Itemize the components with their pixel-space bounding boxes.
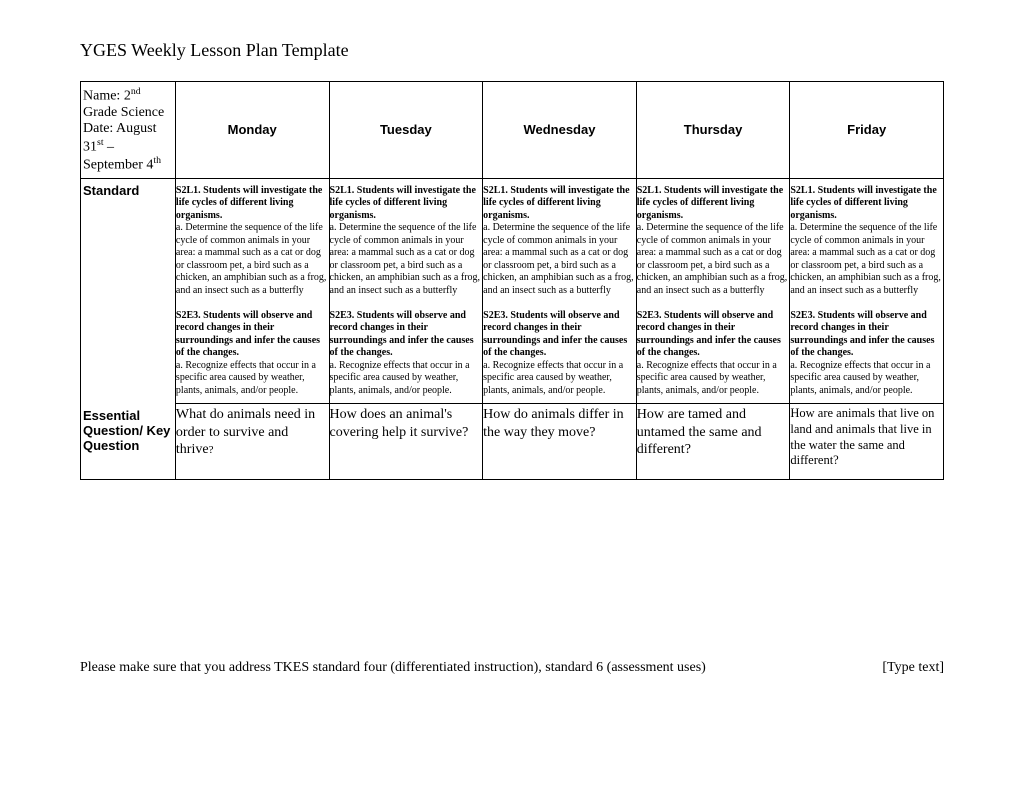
s2l1-bold: S2L1. Students will investigate the life… <box>330 185 476 221</box>
standard-row: Standard S2L1. Students will investigate… <box>81 178 944 404</box>
s2e3-detail: a. Recognize effects that occur in a spe… <box>790 360 930 396</box>
eq-thu: How are tamed and untamed the same and d… <box>636 404 790 480</box>
day-header-tue: Tuesday <box>329 82 483 179</box>
page-title: YGES Weekly Lesson Plan Template <box>80 40 944 61</box>
standard-wed: S2L1. Students will investigate the life… <box>483 178 637 404</box>
day-header-mon: Monday <box>175 82 329 179</box>
s2e3-bold: S2E3. Students will observe and record c… <box>330 310 474 359</box>
s2e3-bold: S2E3. Students will observe and record c… <box>483 310 627 359</box>
s2l1-detail: a. Determine the sequence of the life cy… <box>637 222 788 296</box>
eq-label: Essential Question/ Key Question <box>81 404 176 480</box>
standard-tue: S2L1. Students will investigate the life… <box>329 178 483 404</box>
day-header-wed: Wednesday <box>483 82 637 179</box>
s2l1-detail: a. Determine the sequence of the life cy… <box>790 222 941 296</box>
lesson-plan-table: Name: 2nd Grade Science Date: August 31s… <box>80 81 944 480</box>
standard-label: Standard <box>81 178 176 404</box>
s2l1-detail: a. Determine the sequence of the life cy… <box>330 222 481 296</box>
essential-question-row: Essential Question/ Key Question What do… <box>81 404 944 480</box>
s2e3-bold: S2E3. Students will observe and record c… <box>176 310 320 359</box>
eq-mon: What do animals need in order to survive… <box>175 404 329 480</box>
day-header-thu: Thursday <box>636 82 790 179</box>
s2e3-bold: S2E3. Students will observe and record c… <box>790 310 934 359</box>
s2l1-detail: a. Determine the sequence of the life cy… <box>483 222 634 296</box>
s2l1-bold: S2L1. Students will investigate the life… <box>176 185 322 221</box>
s2e3-detail: a. Recognize effects that occur in a spe… <box>176 360 316 396</box>
standard-mon: S2L1. Students will investigate the life… <box>175 178 329 404</box>
eq-fri: How are animals that live on land and an… <box>790 404 944 480</box>
s2l1-detail: a. Determine the sequence of the life cy… <box>176 222 327 296</box>
s2l1-bold: S2L1. Students will investigate the life… <box>790 185 936 221</box>
standard-fri: S2L1. Students will investigate the life… <box>790 178 944 404</box>
header-row: Name: 2nd Grade Science Date: August 31s… <box>81 82 944 179</box>
eq-wed: How do animals differ in the way they mo… <box>483 404 637 480</box>
eq-tue: How does an animal's covering help it su… <box>329 404 483 480</box>
footer: Please make sure that you address TKES s… <box>80 660 944 676</box>
s2e3-bold: S2E3. Students will observe and record c… <box>637 310 781 359</box>
day-header-fri: Friday <box>790 82 944 179</box>
s2e3-detail: a. Recognize effects that occur in a spe… <box>330 360 470 396</box>
s2e3-detail: a. Recognize effects that occur in a spe… <box>637 360 777 396</box>
s2l1-bold: S2L1. Students will investigate the life… <box>483 185 629 221</box>
s2l1-bold: S2L1. Students will investigate the life… <box>637 185 783 221</box>
name-date-cell: Name: 2nd Grade Science Date: August 31s… <box>81 82 176 179</box>
footer-right: [Type text] <box>882 660 944 676</box>
s2e3-detail: a. Recognize effects that occur in a spe… <box>483 360 623 396</box>
footer-left: Please make sure that you address TKES s… <box>80 660 706 676</box>
standard-thu: S2L1. Students will investigate the life… <box>636 178 790 404</box>
